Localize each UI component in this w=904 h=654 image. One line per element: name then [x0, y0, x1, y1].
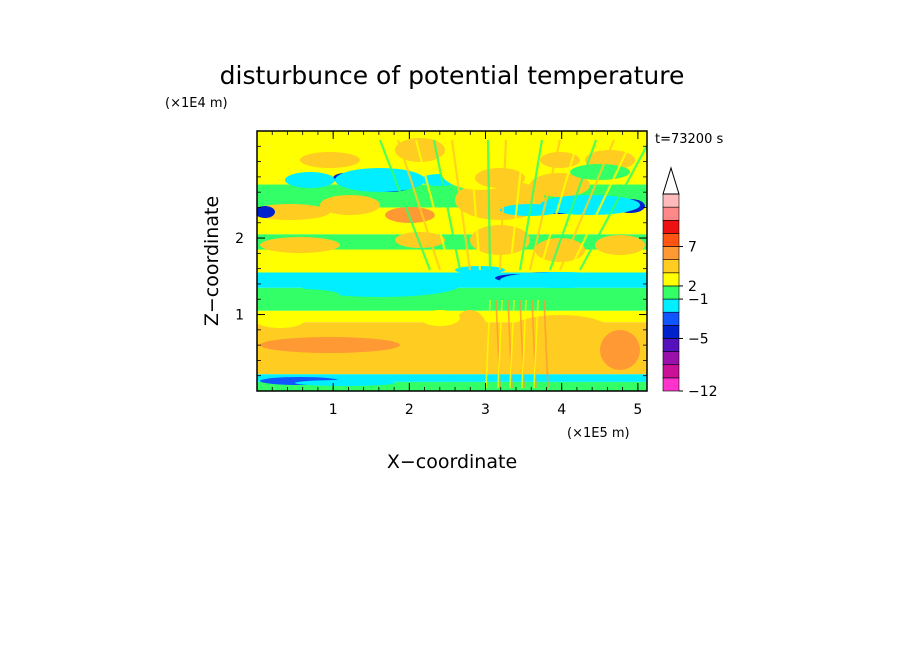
contour-streak: [485, 299, 491, 389]
colorbar: −12 −5 −12 7: [662, 166, 718, 400]
contour-streak: [378, 139, 432, 271]
x-unit-label: (×1E5 m): [567, 426, 630, 441]
colorbar-segment: [662, 206, 680, 221]
contour-cell: [595, 235, 645, 255]
colorbar-segment: [662, 233, 680, 247]
colorbar-segment: [662, 377, 680, 392]
colorbar-label: 7: [688, 240, 697, 256]
contour-streak: [468, 139, 482, 271]
colorbar-label: −5: [688, 331, 709, 347]
contour-cell: [300, 273, 460, 297]
contour-cell: [600, 330, 640, 370]
colorbar-segment: [662, 219, 680, 234]
contour-streak: [528, 139, 562, 271]
colorbar-label: 2: [688, 279, 697, 295]
contour-streak: [518, 139, 544, 271]
contour-streak: [450, 139, 472, 271]
colorbar-segment: [662, 298, 680, 313]
contour-streak: [569, 139, 633, 271]
colorbar-segment: [662, 259, 680, 274]
contour-cell: [475, 168, 525, 188]
x-tick-label: 1: [329, 402, 338, 418]
x-tick-label: 3: [481, 402, 490, 418]
y-tick-label: 1: [235, 308, 244, 324]
contour-streak: [396, 139, 442, 271]
contour-cell: [320, 195, 380, 215]
contour-cell: [257, 206, 275, 218]
colorbar-label: −12: [688, 384, 718, 400]
contour-cell: [450, 310, 490, 370]
contour-streak: [538, 139, 580, 271]
x-tick-label: 5: [633, 402, 642, 418]
contour-streak: [432, 139, 462, 271]
colorbar-segment: [662, 325, 680, 339]
contour-cell: [420, 310, 460, 326]
contour-cell: [395, 138, 445, 162]
colorbar-segment: [662, 285, 680, 300]
y-axis: 12: [235, 145, 647, 377]
colorbar-label: −1: [688, 292, 709, 308]
colorbar-segment: [662, 351, 680, 366]
contour-cell: [530, 173, 590, 197]
contour-streak: [533, 299, 539, 389]
y-tick-label: 2: [235, 231, 244, 247]
contour-band: [257, 374, 647, 382]
contour-streak: [543, 299, 549, 389]
x-axis-label: X−coordinate: [387, 451, 517, 473]
colorbar-segment: [662, 338, 680, 352]
colorbar-segment: [662, 311, 680, 326]
contour-streak: [497, 299, 503, 389]
contour-cell: [510, 315, 610, 345]
contour-cell: [260, 289, 340, 301]
contour-streak: [579, 143, 647, 271]
colorbar-segment: [662, 364, 680, 379]
colorbar-segment: [662, 272, 680, 287]
x-axis: 1 2 3 4 5: [271, 131, 642, 418]
contour-streak: [486, 139, 492, 271]
x-tick-label: 2: [405, 402, 414, 418]
contour-cell: [260, 337, 400, 353]
contour-cell: [295, 380, 395, 386]
contour-cell: [285, 172, 335, 188]
contour-streak: [558, 139, 616, 271]
contour-cell: [257, 312, 305, 328]
chart-title: disturbunce of potential temperature: [220, 61, 685, 90]
contour-streak: [508, 139, 526, 271]
colorbar-segment: [662, 193, 680, 208]
contour-cell: [540, 195, 640, 215]
contour-streak: [521, 299, 527, 389]
contour-cell: [335, 168, 425, 192]
contour-field: [257, 131, 647, 391]
contour-streak: [498, 139, 508, 271]
y-axis-label: Z−coordinate: [201, 196, 223, 326]
contour-cell: [260, 152, 300, 168]
y-unit-label: (×1E4 m): [165, 96, 228, 111]
contour-cell: [500, 272, 620, 288]
x-tick-label: 4: [557, 402, 566, 418]
colorbar-segment: [662, 246, 680, 260]
contour-cell: [260, 237, 340, 253]
colorbar-extension: [662, 166, 680, 195]
contour-streak: [414, 139, 452, 271]
contour-streak: [509, 299, 515, 389]
contour-streak: [548, 139, 598, 271]
plot-area: [257, 131, 647, 391]
time-label: t=73200 s: [655, 132, 723, 147]
contour-cell: [257, 204, 330, 220]
plot-frame: [256, 130, 648, 392]
contour-cell: [300, 152, 360, 168]
